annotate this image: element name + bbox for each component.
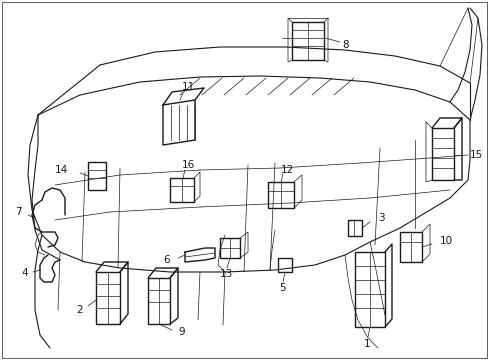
Bar — [170, 178, 194, 202]
Text: 5: 5 — [278, 283, 285, 293]
Text: 13: 13 — [219, 269, 232, 279]
Text: 2: 2 — [76, 305, 83, 315]
Text: 14: 14 — [55, 165, 68, 175]
Text: 8: 8 — [341, 40, 348, 50]
Text: 9: 9 — [178, 327, 184, 337]
Text: 16: 16 — [181, 160, 194, 170]
Bar — [267, 182, 293, 208]
Text: 3: 3 — [377, 213, 384, 223]
Bar — [96, 272, 120, 324]
Text: 6: 6 — [163, 255, 170, 265]
Bar — [220, 238, 240, 258]
Text: 7: 7 — [15, 207, 22, 217]
Bar — [291, 22, 324, 60]
Bar — [399, 232, 421, 262]
Bar — [347, 220, 361, 236]
Bar — [88, 162, 106, 190]
Text: 1: 1 — [363, 339, 369, 349]
Bar — [354, 252, 384, 327]
Text: 12: 12 — [280, 165, 293, 175]
Bar — [278, 258, 291, 272]
Bar — [431, 128, 453, 180]
Text: 4: 4 — [21, 268, 28, 278]
Text: 10: 10 — [439, 236, 452, 246]
Bar — [148, 278, 170, 324]
Text: 11: 11 — [181, 82, 194, 92]
Text: 15: 15 — [469, 150, 482, 160]
